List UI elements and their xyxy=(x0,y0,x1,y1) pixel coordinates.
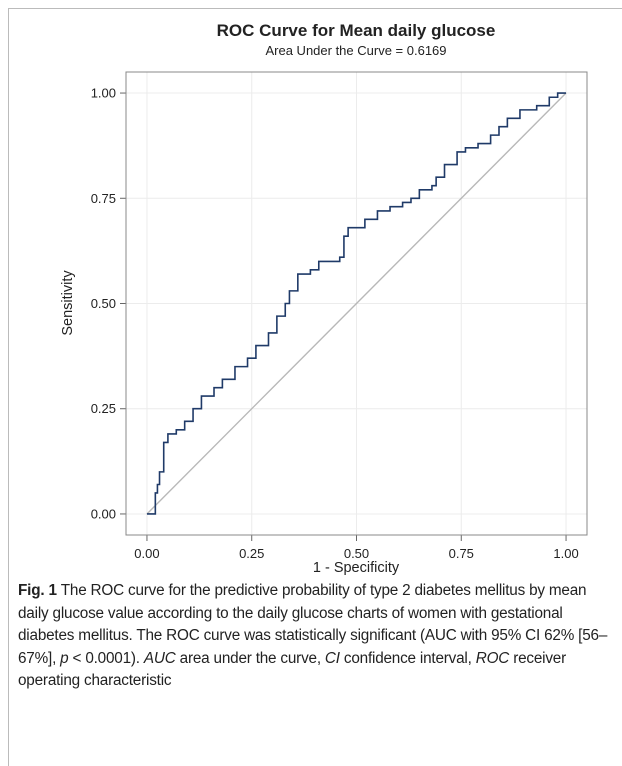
x-tick-label: 0.75 xyxy=(449,546,474,561)
caption-text: p xyxy=(60,649,69,667)
roc-curve xyxy=(146,92,567,515)
x-tick-label: 0.50 xyxy=(344,546,369,561)
y-tick-label: 0.50 xyxy=(91,296,116,311)
reference-line xyxy=(146,92,567,515)
caption-text: < 0.0001). xyxy=(68,649,144,667)
caption-text: area under the curve, xyxy=(175,649,325,667)
caption-text: AUC xyxy=(143,649,176,667)
x-axis-label: 1 - Specificity xyxy=(313,560,400,576)
caption-text: The ROC curve for the predictive probabi… xyxy=(18,582,608,667)
figure-frame xyxy=(8,8,622,766)
caption-text: CI xyxy=(324,649,340,667)
caption-text: receiver operating characteristic xyxy=(18,649,566,690)
y-tick-label: 0.00 xyxy=(91,506,116,521)
x-tick-label: 0.00 xyxy=(134,546,159,561)
x-tick-label: 1.00 xyxy=(553,546,578,561)
caption-label: Fig. 1 xyxy=(18,582,57,599)
caption-text: ROC xyxy=(475,649,510,667)
x-tick-label: 0.25 xyxy=(239,546,264,561)
plot-frame xyxy=(125,71,588,536)
figure-caption: Fig. 1 The ROC curve for the predictive p… xyxy=(18,580,614,693)
y-tick-label: 0.75 xyxy=(91,191,116,206)
y-tick-label: 0.25 xyxy=(91,401,116,416)
chart-subtitle: Area Under the Curve = 0.6169 xyxy=(265,43,446,58)
y-axis-label: Sensitivity xyxy=(60,270,76,336)
caption-text: confidence interval, xyxy=(339,649,476,667)
chart: ROC Curve for Mean daily glucose Area Un… xyxy=(60,21,588,576)
chart-title: ROC Curve for Mean daily glucose xyxy=(217,21,496,40)
y-tick-label: 1.00 xyxy=(91,86,116,101)
